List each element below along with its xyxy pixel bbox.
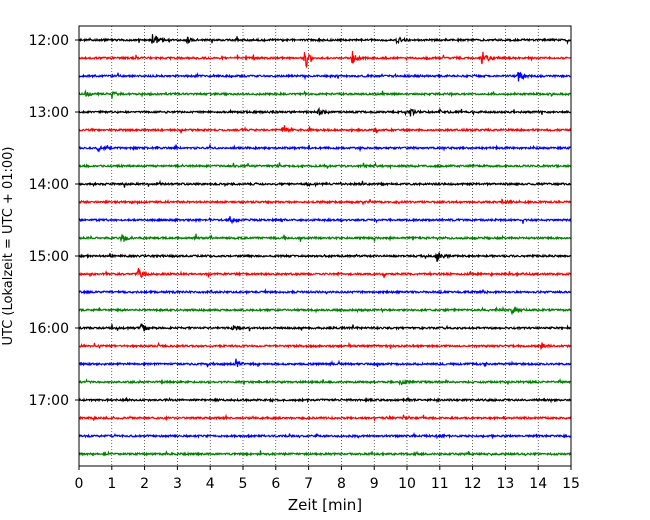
trace-1215	[78, 50, 572, 69]
x-tick-label: 13	[496, 476, 514, 492]
trace-layer	[78, 34, 572, 457]
trace-1300	[78, 106, 572, 117]
x-tick-label: 2	[140, 476, 149, 492]
trace-1315	[78, 125, 572, 134]
trace-1645	[78, 378, 572, 386]
trace-1600	[78, 322, 572, 332]
grid-layer	[111, 26, 539, 466]
trace-1330	[78, 144, 572, 153]
trace-1530	[78, 287, 572, 296]
y-tick-label: 17:00	[29, 393, 69, 409]
trace-1230	[78, 71, 572, 82]
x-tick-label: 9	[370, 476, 379, 492]
plot-frame	[78, 25, 572, 467]
x-tick-label: 6	[271, 476, 280, 492]
x-tick-label: 11	[431, 476, 449, 492]
trace-1745	[78, 450, 572, 457]
x-tick-label: 12	[464, 476, 482, 492]
y-tick-label: 15:00	[29, 249, 69, 265]
trace-1345	[78, 161, 572, 170]
x-axis: 0 1 2 3 4 5 6 7 8 9 10 11 12 13 14 15	[75, 466, 580, 492]
x-tick-label: 8	[337, 476, 346, 492]
x-tick-label: 0	[75, 476, 84, 492]
trace-1630	[78, 358, 572, 368]
trace-1415	[78, 198, 572, 206]
trace-1400	[78, 179, 572, 188]
trace-1700	[78, 396, 572, 404]
x-tick-label: 5	[239, 476, 248, 492]
y-tick-label: 14:00	[29, 177, 69, 193]
trace-1430	[78, 216, 572, 225]
trace-1200	[78, 34, 572, 45]
trace-1730	[78, 431, 572, 440]
y-axis-label: UTC (Lokalzeit = UTC + 01:00)	[1, 147, 16, 346]
y-tick-label: 12:00	[29, 33, 69, 49]
y-tick-label: 13:00	[29, 105, 69, 121]
trace-1245	[78, 89, 572, 99]
trace-1500	[78, 252, 572, 262]
x-axis-label: Zeit [min]	[288, 496, 362, 514]
x-tick-label: 7	[304, 476, 313, 492]
trace-1615	[78, 341, 572, 351]
x-tick-label: 3	[173, 476, 182, 492]
trace-1545	[78, 305, 572, 316]
trace-1445	[78, 233, 572, 243]
x-tick-label: 1	[107, 476, 116, 492]
x-tick-label: 4	[206, 476, 215, 492]
x-tick-label: 10	[398, 476, 416, 492]
trace-1715	[78, 413, 572, 422]
x-tick-label: 15	[562, 476, 580, 492]
trace-1515	[78, 267, 572, 279]
y-tick-label: 16:00	[29, 321, 69, 337]
x-tick-label: 14	[529, 476, 547, 492]
y-axis: 12:00 13:00 14:00 15:00 16:00 17:00	[29, 33, 79, 409]
